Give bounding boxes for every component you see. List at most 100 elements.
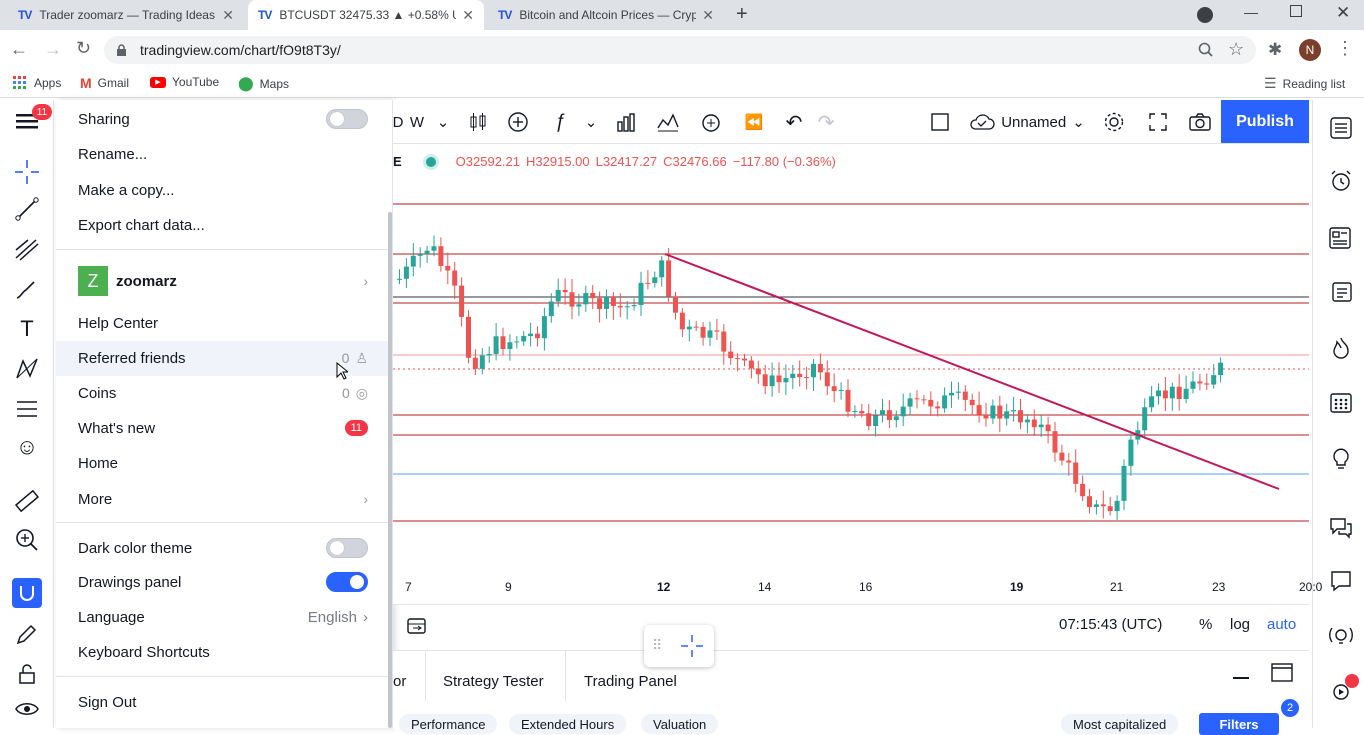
extended-hours-chip[interactable]: Extended Hours [509,714,627,734]
performance-chip[interactable]: Performance [399,714,498,734]
menu-item-coins[interactable]: Coins 0 ◎ [78,376,368,410]
crosshair-tool[interactable] [10,155,44,189]
maximize-panel-icon[interactable] [1271,663,1293,683]
close-tab-icon[interactable]: ✕ [462,6,474,23]
menu-item-keyboard-shortcuts[interactable]: Keyboard Shortcuts [78,635,368,669]
brush-tool[interactable] [10,272,44,306]
menu-item-drawings-panel[interactable]: Drawings panel [78,565,368,599]
tab-strategy-tester[interactable]: Strategy Tester [443,672,544,690]
bookmark-apps[interactable]: Apps [12,75,61,91]
menu-item-rename[interactable]: Rename... [78,137,368,171]
publish-button[interactable]: Publish [1221,100,1309,143]
bookmark-maps[interactable]: ⬤ Maps [238,75,289,92]
snapshot-button[interactable] [1185,100,1215,144]
magnet-mode-button[interactable] [12,578,42,608]
text-tool[interactable]: T [10,312,44,346]
streams-button[interactable] [1327,622,1355,650]
close-window-icon[interactable]: ✕ [1336,3,1351,22]
menu-item-help-center[interactable]: Help Center [78,306,368,340]
drag-handle-icon[interactable]: ⠿ [652,637,663,653]
chrome-menu-icon[interactable]: ⋮ [1336,38,1354,58]
alert-button[interactable] [696,100,726,144]
reading-list-button[interactable]: ☰ Reading list [1264,75,1345,92]
icons-tool[interactable]: ☺ [10,430,44,464]
menu-item-sharing[interactable]: Sharing [78,102,368,136]
utc-clock[interactable]: 07:15:43 (UTC) [1059,616,1163,633]
zoom-icon[interactable] [1198,42,1214,58]
chevron-down-icon[interactable]: ⌄ [584,114,598,131]
menu-item-whats-new[interactable]: What's new 11 [78,411,368,445]
menu-item-referred-friends[interactable]: Referred friends 0 ♙ [78,341,368,375]
menu-item-export-data[interactable]: Export chart data... [78,208,368,242]
extensions-puzzle-icon[interactable]: ✱ [1268,40,1283,59]
dark-theme-toggle[interactable] [326,538,368,558]
back-arrow-icon[interactable]: ← [10,39,28,59]
data-window-button[interactable] [1327,278,1355,306]
minimize-window-icon[interactable]: — [1244,4,1258,20]
bookmark-star-icon[interactable]: ☆ [1228,39,1245,59]
floating-drawing-toolbar[interactable]: ⠿ [644,625,714,667]
filters-button[interactable]: Filters [1199,713,1279,735]
browser-tab-2-active[interactable]: TV BTCUSDT 32475.33 ▲ +0.58% Un ✕ [248,0,484,30]
news-button[interactable] [1327,224,1355,252]
crosshair-icon[interactable] [680,634,704,658]
menu-item-more[interactable]: More › [78,482,368,516]
close-tab-icon[interactable]: ✕ [222,6,234,23]
pitchfork-tool[interactable] [10,232,44,266]
lock-drawings-tool[interactable] [10,657,44,691]
interval-button[interactable]: W [409,113,425,131]
bar-style-button[interactable] [463,100,493,144]
most-capitalized-dropdown[interactable]: Most capitalized [1061,714,1179,734]
menu-item-make-copy[interactable]: Make a copy... [78,173,368,207]
menu-item-home[interactable]: Home [78,446,368,480]
main-menu-button[interactable] [10,104,44,138]
fullscreen-button[interactable] [1143,100,1173,144]
notifications-button[interactable] [1327,678,1355,706]
price-chart-canvas[interactable] [393,144,1309,574]
financials-button[interactable] [611,100,641,144]
redo-button[interactable]: ↷ [813,100,839,144]
trend-line-tool[interactable] [10,192,44,226]
log-scale-button[interactable]: log [1230,616,1251,633]
menu-item-dark-theme[interactable]: Dark color theme [78,531,368,565]
menu-item-profile[interactable]: Z zoomarz › [78,264,368,298]
compare-button[interactable] [503,100,533,144]
private-chats-button[interactable] [1327,567,1355,595]
prediction-tool[interactable] [10,392,44,426]
new-tab-button[interactable]: + [736,3,748,25]
bookmark-youtube[interactable]: ▶ YouTube [150,75,219,89]
forward-arrow-icon[interactable]: → [44,39,62,59]
ideas-button[interactable] [1327,444,1355,472]
time-axis[interactable]: 7 9 12 14 16 19 21 23 20:0 [393,574,1322,604]
stay-in-drawing-mode-tool[interactable] [10,617,44,651]
date-range-icon[interactable] [407,617,427,635]
tab-trading-panel[interactable]: Trading Panel [584,672,677,690]
menu-scrollbar[interactable] [388,212,392,728]
address-bar[interactable]: tradingview.com/chart/fO9t8T3y/ ☆ [104,36,1256,64]
market-open-status-icon[interactable] [425,156,436,167]
measure-tool[interactable] [10,484,44,518]
watchlist-button[interactable] [1327,114,1355,142]
hide-drawings-tool[interactable] [10,692,44,726]
chart-pane[interactable] [393,144,1309,604]
sharing-toggle[interactable] [326,109,368,129]
calendar-button[interactable] [1327,388,1355,416]
chats-button[interactable] [1327,514,1355,542]
chevron-down-icon[interactable]: ⌄ [436,114,450,131]
reload-icon[interactable]: ↻ [76,38,92,58]
save-layout-button[interactable]: Unnamed ⌄ [967,100,1087,144]
auto-scale-button[interactable]: auto [1267,616,1297,633]
zoom-tool[interactable] [10,523,44,557]
browser-tab-1[interactable]: TV Trader zoomarz — Trading Ideas ✕ [8,0,244,30]
valuation-chip[interactable]: Valuation [641,714,719,734]
bookmark-gmail[interactable]: M Gmail [80,75,129,91]
undo-button[interactable]: ↶ [781,100,807,144]
alerts-button[interactable] [1327,167,1355,195]
tab-search-icon[interactable] [1197,7,1213,23]
close-tab-icon[interactable]: ✕ [702,6,714,23]
tab-pine-editor[interactable]: or [393,672,407,690]
minimize-panel-icon[interactable] [1233,677,1249,679]
profile-avatar[interactable]: N [1299,39,1321,61]
drawings-panel-toggle[interactable] [326,572,368,592]
menu-item-sign-out[interactable]: Sign Out [78,685,368,719]
